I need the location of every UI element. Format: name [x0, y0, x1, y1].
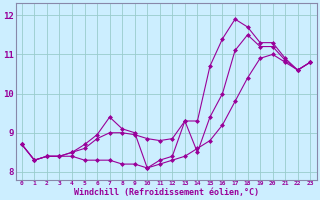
X-axis label: Windchill (Refroidissement éolien,°C): Windchill (Refroidissement éolien,°C)	[74, 188, 259, 197]
